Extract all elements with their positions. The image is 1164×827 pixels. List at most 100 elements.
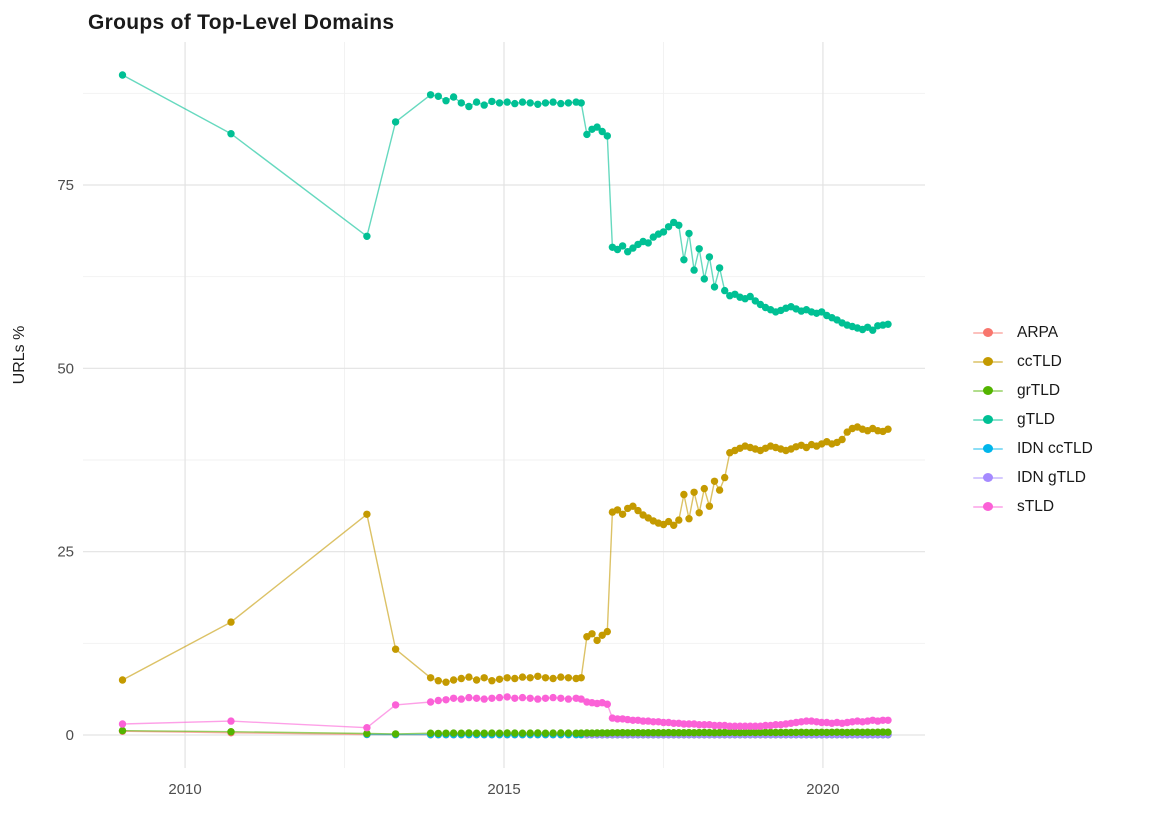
data-point-grtld xyxy=(577,729,585,737)
data-point-stld xyxy=(564,695,573,703)
data-point-grtld xyxy=(472,729,481,737)
data-point-cctld xyxy=(715,486,724,494)
data-point-grtld xyxy=(227,728,235,736)
data-point-cctld xyxy=(700,484,708,493)
data-point-grtld xyxy=(787,728,795,737)
series-gtld xyxy=(118,71,892,334)
data-point-grtld xyxy=(511,729,519,737)
legend-key-dot xyxy=(983,415,993,424)
data-point-cctld xyxy=(670,521,678,529)
data-point-cctld xyxy=(695,509,703,517)
data-point-stld xyxy=(761,721,770,730)
data-point-stld xyxy=(659,718,668,727)
legend-label: grTLD xyxy=(1017,381,1061,399)
data-point-grtld xyxy=(564,729,573,737)
data-point-gtld xyxy=(644,239,652,247)
data-point-cctld xyxy=(685,515,693,523)
data-point-grtld xyxy=(654,729,663,737)
data-point-gtld xyxy=(675,221,683,229)
legend-key-dot xyxy=(983,473,993,482)
legend: ARPA ccTLD grTLD gTLD IDN ccTLD IDN gTLD sTLD xyxy=(972,318,1093,521)
data-point-stld xyxy=(434,696,442,705)
data-point-stld xyxy=(488,694,496,702)
data-point-gtld xyxy=(680,256,688,264)
data-point-grtld xyxy=(503,729,511,737)
data-point-stld xyxy=(518,693,527,702)
data-point-cctld xyxy=(690,488,698,496)
data-point-stld xyxy=(695,721,703,729)
data-point-gtld xyxy=(690,266,698,274)
data-point-gtld xyxy=(695,245,703,253)
data-point-grtld xyxy=(363,729,371,738)
legend-item-gtld: gTLD xyxy=(972,405,1093,434)
legend-key-icon xyxy=(972,440,1004,458)
data-point-gtld xyxy=(465,102,473,111)
data-point-grtld xyxy=(777,728,785,737)
data-point-stld xyxy=(772,721,780,729)
y-tick-label: 0 xyxy=(66,727,74,744)
data-point-cctld xyxy=(426,674,435,682)
data-point-gtld xyxy=(593,123,601,131)
data-point-grtld xyxy=(761,728,770,737)
legend-key-icon xyxy=(972,498,1004,516)
data-point-stld xyxy=(118,720,127,728)
data-point-grtld xyxy=(541,729,550,737)
data-point-cctld xyxy=(541,674,550,682)
data-point-grtld xyxy=(534,729,542,737)
data-series-layer xyxy=(118,71,892,739)
data-point-stld xyxy=(457,695,465,703)
legend-item-stld: sTLD xyxy=(972,492,1093,521)
data-point-stld xyxy=(685,720,693,728)
data-point-grtld xyxy=(644,729,652,737)
data-point-grtld xyxy=(629,729,637,737)
data-point-gtld xyxy=(488,97,496,106)
series-line-cctld xyxy=(122,426,889,683)
data-point-stld xyxy=(818,718,826,727)
data-point-gtld xyxy=(549,98,557,106)
data-point-cctld xyxy=(472,676,481,684)
data-point-grtld xyxy=(802,728,811,737)
data-point-cctld xyxy=(710,477,719,485)
data-point-cctld xyxy=(363,510,371,518)
legend-item-arpa: ARPA xyxy=(972,318,1093,347)
data-point-stld xyxy=(731,722,739,730)
data-point-gtld xyxy=(426,91,435,99)
data-point-gtld xyxy=(541,99,550,107)
data-point-gtld xyxy=(442,97,450,105)
data-point-gtld xyxy=(534,100,542,109)
data-point-cctld xyxy=(118,676,127,684)
legend-key-icon xyxy=(972,382,1004,400)
data-point-cctld xyxy=(457,674,465,683)
data-point-stld xyxy=(715,721,724,730)
data-point-stld xyxy=(649,718,657,726)
legend-key-dot xyxy=(983,502,993,511)
data-point-cctld xyxy=(480,674,488,682)
data-point-cctld xyxy=(664,517,673,526)
data-point-gtld xyxy=(705,253,714,261)
legend-key-icon xyxy=(972,411,1004,429)
data-point-stld xyxy=(670,719,678,727)
data-point-gtld xyxy=(227,130,235,138)
legend-key-dot xyxy=(983,386,993,395)
data-point-stld xyxy=(227,717,235,725)
data-point-gtld xyxy=(624,248,632,256)
data-point-cctld xyxy=(588,630,596,638)
data-point-grtld xyxy=(756,728,765,737)
data-point-gtld xyxy=(598,127,606,136)
chart-title: Groups of Top-Level Domains xyxy=(88,11,394,34)
data-point-cctld xyxy=(534,672,542,680)
legend-label: sTLD xyxy=(1017,497,1055,515)
data-point-grtld xyxy=(391,730,400,738)
data-point-gtld xyxy=(363,232,371,240)
legend-item-cctld: ccTLD xyxy=(972,347,1093,376)
data-point-stld xyxy=(680,720,688,728)
data-point-cctld xyxy=(511,674,519,683)
y-tick-label: 75 xyxy=(57,177,74,194)
series-stld xyxy=(118,693,892,732)
data-point-gtld xyxy=(700,275,708,283)
data-point-gtld xyxy=(557,99,565,108)
legend-label: ARPA xyxy=(1017,323,1059,341)
data-point-stld xyxy=(480,695,488,703)
data-point-grtld xyxy=(442,729,450,737)
